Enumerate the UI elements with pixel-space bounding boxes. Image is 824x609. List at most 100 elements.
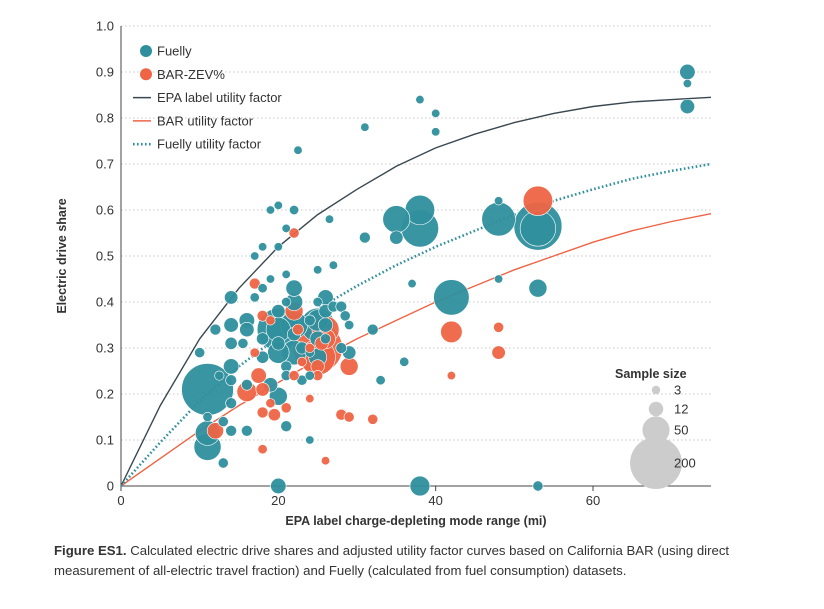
fuelly-point [241, 379, 253, 391]
bar-zev-point [288, 227, 300, 239]
fuelly-point [679, 63, 696, 81]
fuelly-point [519, 210, 557, 247]
y-tick-label: 0.4 [96, 295, 114, 310]
bar-zev-point [305, 394, 315, 404]
fuelly-point [209, 323, 222, 336]
caption-text: Calculated electric drive shares and adj… [54, 543, 730, 578]
fuelly-point [320, 333, 331, 345]
fuelly-point [382, 205, 411, 234]
bar-zev-point [256, 310, 269, 322]
fuelly-point [265, 274, 275, 284]
size-legend-circle [642, 416, 670, 444]
bar-zev-point [522, 185, 553, 216]
curve-epa-label-utility-factor [120, 96, 712, 487]
bar-zev-point [255, 382, 270, 397]
fuelly-point [415, 95, 425, 105]
fuelly-point [305, 435, 315, 445]
fuelly-point [409, 475, 431, 497]
x-tick-label: 40 [428, 493, 442, 508]
legend-label-epa-label-utility-factor: EPA label utility factor [157, 90, 282, 105]
legend: Fuelly BAR-ZEV% EPA label utility factor BA… [133, 44, 282, 152]
size-legend-label: 12 [674, 402, 688, 417]
size-legend-circle [651, 385, 661, 395]
x-tick-label: 0 [117, 493, 124, 508]
bar-zev-point [250, 367, 267, 384]
fuelly-point [280, 420, 292, 432]
fuelly-point [682, 78, 692, 89]
fuelly-point [256, 332, 270, 346]
fuelly-point [225, 397, 237, 409]
bar-zev-point [256, 406, 269, 419]
fuelly-point [239, 322, 255, 338]
fuelly-point [335, 342, 348, 354]
fuelly-point [265, 205, 275, 215]
bar-zev-point [292, 323, 304, 336]
bar-zev-point [304, 342, 315, 353]
fuelly-point [304, 370, 315, 381]
fuelly-point [223, 358, 240, 375]
y-tick-label: 1.0 [96, 19, 114, 34]
bar-zev-point [343, 411, 355, 423]
y-tick-label: 0.2 [96, 387, 114, 402]
y-tick-label: 0.1 [96, 433, 114, 448]
legend-marker-bar-zev- [140, 68, 152, 81]
size-legend-label: 200 [674, 456, 696, 471]
legend-label-fuelly-utility-factor: Fuelly utility factor [157, 137, 262, 152]
fuelly-point [494, 196, 504, 206]
bar-zev-point [440, 320, 463, 343]
bar-zev-point [249, 347, 260, 358]
fuelly-point [249, 292, 260, 303]
y-axis-title: Electric drive share [55, 198, 69, 313]
fuelly-point [328, 260, 338, 270]
size-legend-label: 3 [674, 383, 681, 398]
bar-zev-point [257, 444, 268, 455]
fuelly-point [407, 279, 417, 289]
size-legend-circle [648, 401, 664, 417]
axes: 0 0.1 0.2 0.3 0.4 0.5 0.6 0.7 0.8 0.9 1.0 0 20 40 60 [96, 19, 711, 508]
data-points [181, 63, 696, 497]
fuelly-point [528, 278, 548, 298]
fuelly-point [217, 416, 229, 428]
y-tick-label: 0.8 [96, 111, 114, 126]
y-tick-label: 0.7 [96, 157, 114, 172]
fuelly-point [202, 411, 213, 422]
fuelly-point [431, 108, 441, 118]
fuelly-point [285, 279, 303, 297]
bar-zev-point [367, 413, 379, 425]
figure-caption: Figure ES1. Calculated electric drive sh… [54, 541, 754, 580]
size-legend: Sample size 3 12 50 200 [615, 367, 696, 489]
legend-label-fuelly: Fuelly [157, 44, 192, 59]
curve-fuelly-utility-factor [120, 162, 712, 487]
fuelly-point [281, 296, 292, 307]
bar-zev-point [248, 277, 261, 290]
y-tick-label: 0.5 [96, 249, 114, 264]
fuelly-point [225, 425, 237, 437]
fuelly-point [224, 336, 238, 350]
fuelly-point [270, 477, 287, 495]
fuelly-point [481, 202, 516, 237]
bar-zev-point [206, 422, 224, 440]
bar-zev-point [288, 370, 300, 382]
x-tick-label: 20 [271, 493, 285, 508]
fuelly-point [214, 370, 225, 381]
fuelly-point [304, 314, 316, 327]
fuelly-point [257, 283, 268, 294]
fuelly-point [344, 319, 355, 330]
fuelly-point [431, 127, 441, 137]
bar-zev-point [339, 357, 359, 376]
bar-zev-point [446, 371, 456, 381]
bar-zev-point [267, 408, 281, 422]
size-legend-title: Sample size [615, 367, 687, 381]
y-tick-label: 0.9 [96, 65, 114, 80]
fuelly-point [223, 317, 239, 333]
x-axis-title: EPA label charge-depleting mode range (m… [285, 514, 546, 528]
legend-label-bar-utility-factor: BAR utility factor [157, 113, 254, 128]
fuelly-point [224, 290, 239, 305]
fuelly-point [317, 317, 334, 333]
fuelly-point [293, 145, 303, 155]
bar-zev-point [296, 356, 307, 367]
bar-zev-point [265, 315, 276, 326]
caption-label: Figure ES1. [54, 543, 127, 558]
bar-zev-point [493, 321, 505, 333]
bar-zev-point [491, 345, 506, 360]
